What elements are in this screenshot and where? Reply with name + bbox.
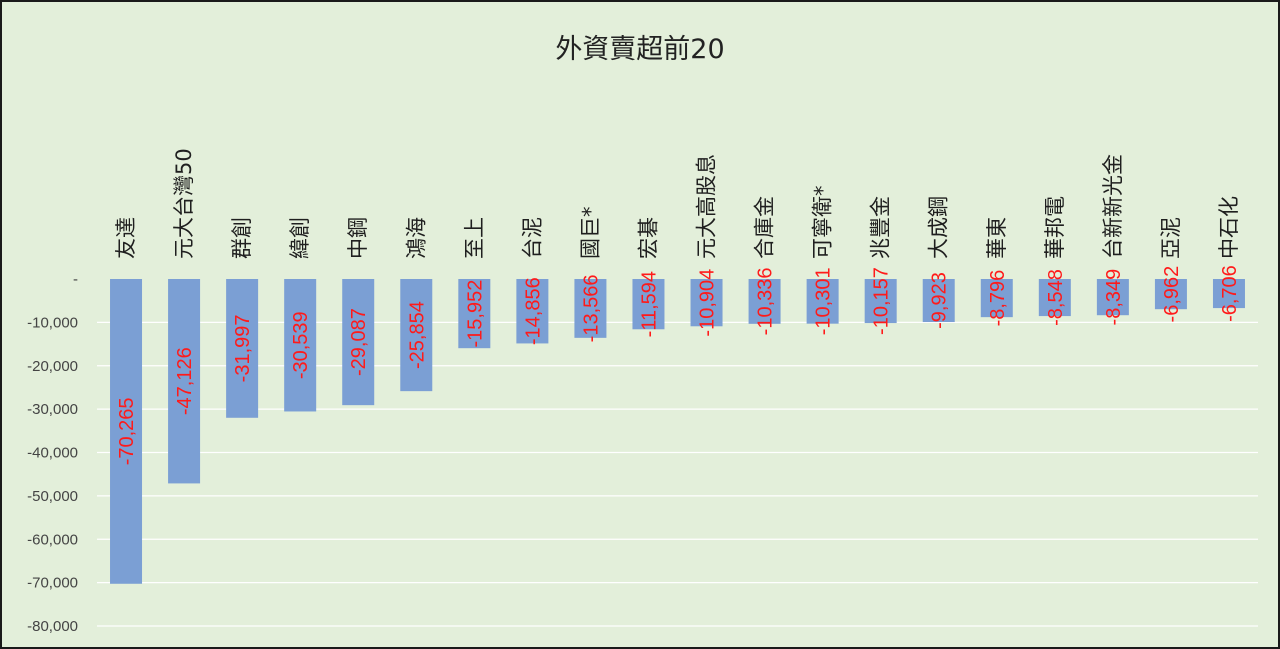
y-tick-label: -20,000 bbox=[27, 358, 78, 375]
data-label: -10,301 bbox=[813, 267, 835, 335]
bar bbox=[400, 279, 433, 392]
bar bbox=[342, 279, 375, 406]
y-tick-label: - bbox=[73, 271, 78, 288]
category-label: 兆豐金 bbox=[869, 196, 893, 259]
bar bbox=[226, 279, 259, 418]
category-label: 元大高股息 bbox=[695, 154, 719, 259]
category-label: 友達 bbox=[114, 217, 138, 259]
data-labels: -70,265 -47,126 -31,997 -30,539 -29,087 -25,8… bbox=[116, 265, 1241, 465]
data-label: -10,904 bbox=[697, 269, 719, 337]
category-label: 中石化 bbox=[1217, 196, 1241, 259]
y-tick-label: -10,000 bbox=[27, 314, 78, 331]
y-tick-label: -30,000 bbox=[27, 401, 78, 418]
data-label: -11,594 bbox=[638, 271, 660, 337]
category-label: 中鋼 bbox=[346, 217, 370, 259]
bar bbox=[980, 279, 1013, 318]
category-label: 台泥 bbox=[520, 217, 544, 259]
category-labels: 友達 元大台灣50 群創 緯創 中鋼 鴻海 至上 台泥 國巨* 宏碁 元大高股息 合庫金 可寧衛* 兆豐金… bbox=[114, 148, 1241, 259]
data-label: -8,548 bbox=[1045, 269, 1067, 326]
category-label: 至上 bbox=[462, 217, 486, 259]
data-label: -29,087 bbox=[348, 308, 370, 376]
category-label: 鴻海 bbox=[404, 217, 428, 259]
data-label: -10,157 bbox=[871, 267, 893, 335]
bar bbox=[1154, 279, 1187, 310]
category-label: 宏碁 bbox=[636, 217, 660, 259]
bar bbox=[110, 279, 143, 584]
gridlines bbox=[97, 321, 1258, 627]
bar bbox=[458, 279, 491, 349]
bar bbox=[1096, 279, 1129, 316]
chart-title: 外資賣超前20 bbox=[555, 34, 724, 65]
category-label: 緯創 bbox=[288, 217, 312, 259]
category-label: 元大台灣50 bbox=[172, 148, 196, 259]
category-label: 華邦電 bbox=[1043, 196, 1067, 259]
bars bbox=[110, 279, 1245, 584]
bar bbox=[806, 279, 839, 324]
category-label: 群創 bbox=[230, 217, 254, 259]
category-label: 亞泥 bbox=[1159, 217, 1183, 259]
category-label: 台新新光金 bbox=[1101, 154, 1125, 259]
data-label: -8,349 bbox=[1103, 269, 1125, 326]
category-label: 華東 bbox=[985, 217, 1009, 259]
bar bbox=[516, 279, 549, 344]
category-label: 可寧衛* bbox=[811, 186, 835, 260]
bar bbox=[864, 279, 897, 324]
data-label: -13,566 bbox=[580, 274, 602, 342]
bar bbox=[748, 279, 781, 324]
y-tick-label: -60,000 bbox=[27, 531, 78, 548]
y-tick-label: -70,000 bbox=[27, 575, 78, 592]
y-tick-label: -40,000 bbox=[27, 445, 78, 462]
bar bbox=[632, 279, 665, 330]
category-label: 合庫金 bbox=[753, 196, 777, 259]
y-tick-label: -50,000 bbox=[27, 488, 78, 505]
bar bbox=[1212, 279, 1245, 309]
bar bbox=[1038, 279, 1071, 317]
data-label: -70,265 bbox=[116, 397, 138, 465]
category-label: 國巨* bbox=[578, 207, 602, 260]
data-label: -6,706 bbox=[1219, 265, 1241, 322]
data-label: -47,126 bbox=[174, 347, 196, 415]
bar bbox=[922, 279, 955, 323]
bar bbox=[168, 279, 201, 484]
data-label: -30,539 bbox=[290, 311, 312, 379]
data-label: -31,997 bbox=[232, 314, 254, 382]
data-label: -25,854 bbox=[406, 301, 428, 369]
y-tick-label: -80,000 bbox=[27, 618, 78, 635]
data-label: -10,336 bbox=[755, 267, 777, 335]
bar bbox=[284, 279, 317, 412]
data-label: -14,856 bbox=[522, 277, 544, 345]
data-label: -9,923 bbox=[929, 272, 951, 329]
category-label: 大成鋼 bbox=[927, 196, 951, 259]
bar bbox=[690, 279, 723, 327]
data-label: -8,796 bbox=[987, 270, 1009, 327]
y-axis-ticks: - -10,000 -20,000 -30,000 -40,000 -50,000 -60,… bbox=[27, 271, 78, 635]
data-label: -6,962 bbox=[1161, 266, 1183, 323]
data-label: -15,952 bbox=[464, 280, 486, 348]
bar bbox=[574, 279, 607, 338]
